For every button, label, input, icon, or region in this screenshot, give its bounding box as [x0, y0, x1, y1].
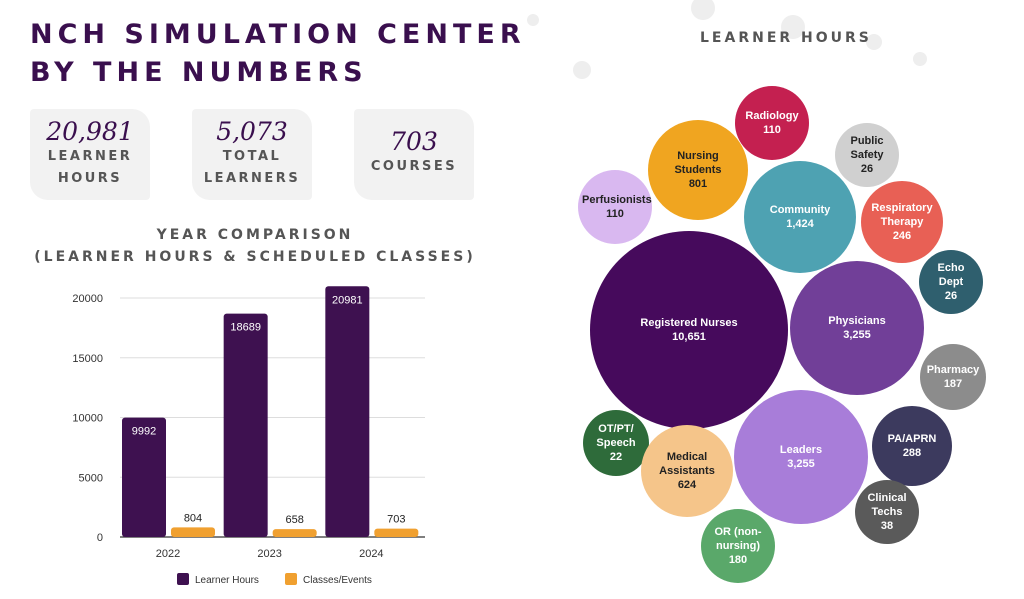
y-tick-label: 20000	[72, 293, 103, 305]
bubble-chart-title: LEARNER HOURS	[700, 30, 872, 46]
bubble-label: Leaders	[779, 444, 823, 456]
bubble-label: Nursing Students	[674, 150, 722, 176]
bubble-label: Physicians	[828, 315, 886, 327]
data-label: 20981	[332, 294, 363, 306]
bubble-ot-pt-speech: OT/PT/ Speech 22	[583, 410, 649, 476]
y-tick-label: 10000	[72, 413, 103, 425]
data-label: 703	[387, 514, 405, 526]
decoration-dot	[691, 0, 715, 20]
bar-chart-title: YEAR COMPARISON (LEARNER HOURS & SCHEDUL…	[30, 224, 480, 268]
stat-total-learners: 5,073 TOTAL LEARNERS	[192, 109, 312, 200]
bar-chart-subtitle: (LEARNER HOURS & SCHEDULED CLASSES)	[34, 249, 476, 265]
legend-swatch	[177, 573, 189, 585]
data-label: 9992	[132, 426, 156, 438]
bubble-label: Pharmacy	[926, 364, 980, 376]
bubble-physicians: Physicians 3,255	[790, 261, 924, 395]
stat-courses: 703 COURSES	[354, 109, 474, 200]
stat-label: TOTAL	[222, 149, 282, 164]
bubble-value: 624	[677, 479, 697, 491]
bar-chart-title-line: YEAR COMPARISON	[156, 227, 354, 243]
bubble-value: 26	[860, 163, 874, 175]
decoration-dot	[866, 34, 882, 50]
bubble-value: 180	[728, 554, 748, 566]
bubble-pharmacy: Pharmacy 187	[920, 344, 986, 410]
stat-label: LEARNER	[47, 149, 133, 164]
y-tick-label: 15000	[72, 353, 103, 365]
bubble-nursing-students: Nursing Students 801	[648, 120, 748, 220]
decoration-dot	[573, 61, 591, 79]
bubble-value: 3,255	[787, 458, 815, 470]
bubble-value: 110	[763, 124, 781, 136]
bubble-label: Clinical Techs	[867, 492, 907, 518]
bubble-value: 801	[688, 178, 708, 190]
bubble-value: 3,255	[843, 329, 871, 341]
legend-label: Classes/Events	[303, 575, 372, 586]
bubble-label: OT/PT/ Speech	[596, 423, 636, 449]
bubble-value: 22	[609, 451, 623, 463]
bubble-medical-assistants: Medical Assistants 624	[641, 425, 733, 517]
x-tick-label: 2023	[257, 548, 281, 560]
bubble-value: 246	[892, 230, 912, 242]
bubble-leaders: Leaders 3,255	[734, 390, 868, 524]
bubble-label: Echo Dept	[937, 262, 965, 288]
y-tick-label: 0	[97, 532, 103, 544]
bubble-label: Community	[769, 204, 831, 216]
bar-chart: 0 5000 10000 15000 20000 9992 804 2022 18689 658 2…	[72, 286, 425, 586]
bubble-echo-dept: Echo Dept 26	[919, 250, 983, 314]
page-title: NCH SIMULATION CENTER BY THE NUMBERS	[30, 16, 526, 92]
bubble-value: 26	[944, 290, 958, 302]
title-line-1: NCH SIMULATION CENTER	[30, 19, 526, 50]
bar-learner-hours	[325, 286, 370, 537]
x-tick-label: 2024	[359, 548, 383, 560]
y-tick-label: 5000	[79, 472, 103, 484]
bubble-label: Public Safety	[850, 135, 884, 161]
legend-label: Learner Hours	[195, 575, 259, 586]
data-label: 658	[285, 514, 303, 526]
bar-learner-hours	[223, 313, 268, 537]
bar-classes-events	[374, 528, 419, 537]
bubble-value: 10,651	[672, 331, 706, 343]
bar-learner-hours	[122, 417, 166, 537]
bubble-label: Registered Nurses	[640, 317, 738, 329]
bubble-label: OR (non-nursing)	[714, 526, 762, 552]
stat-value: 703	[390, 127, 438, 156]
bar-classes-events	[171, 527, 215, 537]
bubble-value: 187	[943, 378, 963, 390]
stat-value: 5,073	[216, 117, 288, 146]
bar-classes-events	[272, 529, 317, 537]
stat-value: 20,981	[46, 117, 134, 146]
bubble-value: 1,424	[786, 218, 814, 230]
data-label: 18689	[230, 322, 261, 334]
bubble-radiology: Radiology 110	[735, 86, 809, 160]
bubble-label: Medical Assistants	[659, 451, 715, 477]
stat-label: COURSES	[370, 159, 458, 174]
legend-swatch	[285, 573, 297, 585]
bubble-respiratory-therapy: Respiratory Therapy 246	[861, 181, 943, 263]
x-tick-label: 2022	[156, 548, 180, 560]
bubble-perfusionists: Perfusionists 110	[578, 170, 652, 244]
data-label: 804	[184, 512, 202, 524]
decoration-dot	[527, 14, 539, 26]
stat-label: HOURS	[57, 171, 123, 186]
bubble-label: Respiratory Therapy	[871, 202, 933, 228]
bubble-registered-nurses: Registered Nurses 10,651	[590, 231, 788, 429]
bubble-value: 38	[880, 520, 894, 532]
bubble-value: 110	[606, 208, 624, 220]
bubble-label: PA/APRN	[887, 433, 937, 445]
title-line-2: BY THE NUMBERS	[30, 57, 368, 88]
stat-label: LEARNERS	[203, 171, 301, 186]
bubble-community: Community 1,424	[744, 161, 856, 273]
bubble-or-non-nursing: OR (non-nursing) 180	[701, 509, 775, 583]
bubble-label: Perfusionists	[582, 194, 652, 206]
bubble-value: 288	[902, 447, 922, 459]
decoration-dot	[781, 15, 805, 39]
decoration-dot	[913, 52, 927, 66]
bubble-label: Radiology	[745, 110, 799, 122]
bubble-clinical-techs: Clinical Techs 38	[855, 480, 919, 544]
bubble-pa-aprn: PA/APRN 288	[872, 406, 952, 486]
bubble-public-safety: Public Safety 26	[835, 123, 899, 187]
stat-learner-hours: 20,981 LEARNER HOURS	[30, 109, 150, 200]
